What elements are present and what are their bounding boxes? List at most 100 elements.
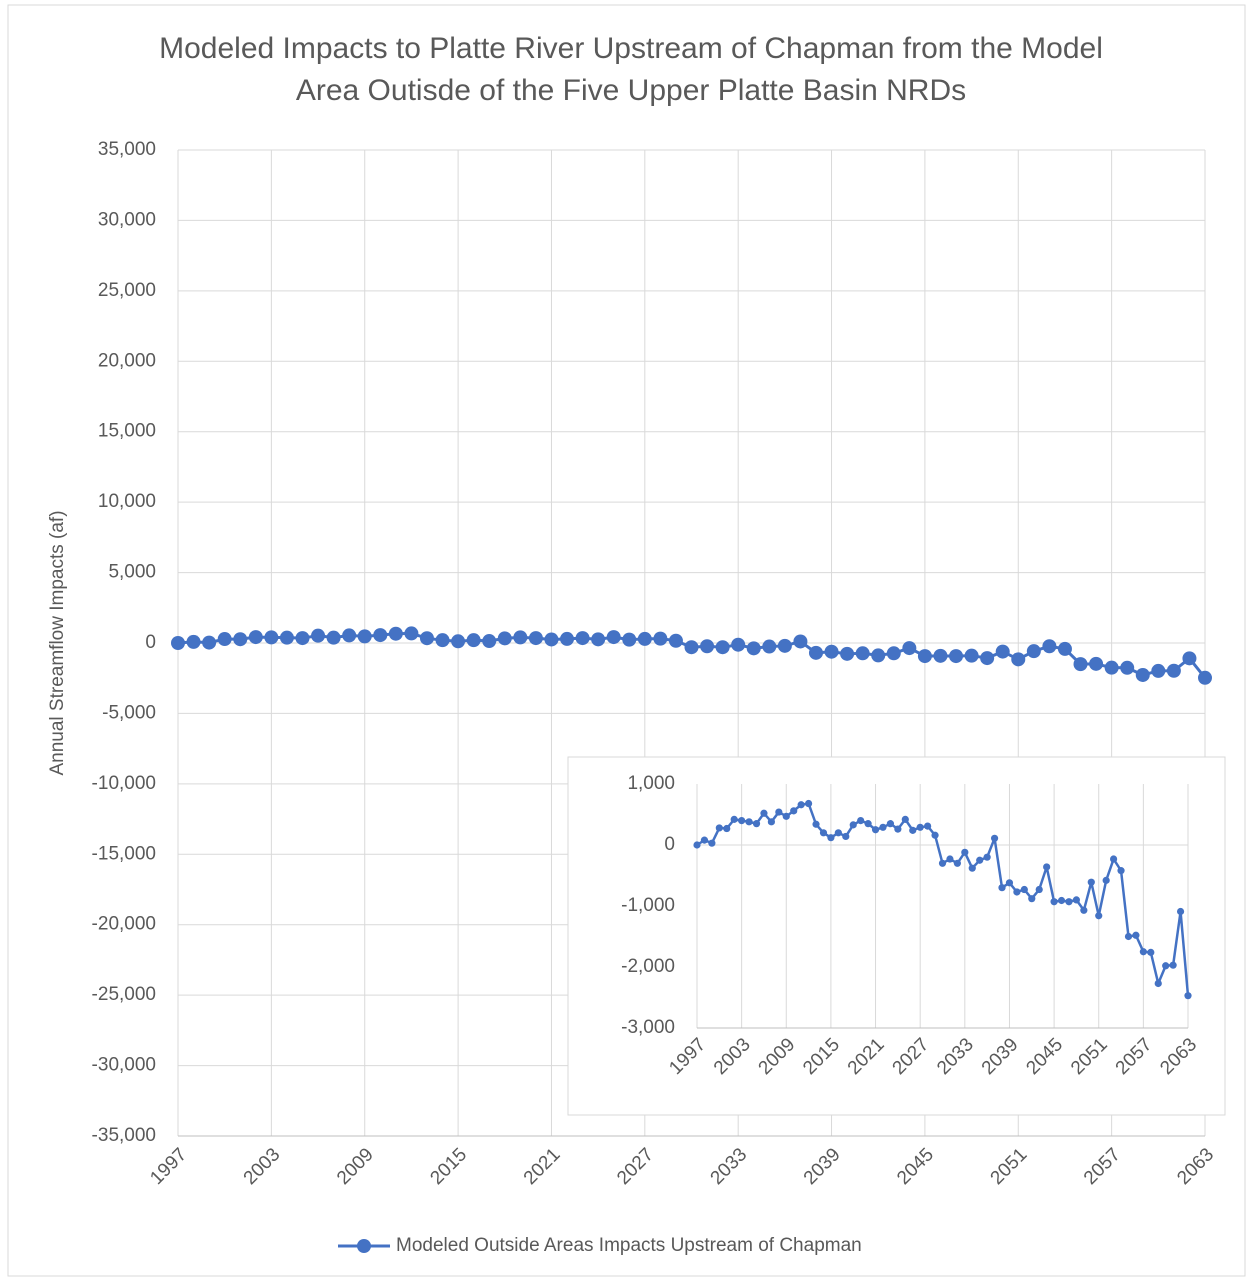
data-point	[1135, 667, 1150, 682]
data-point	[1102, 876, 1110, 884]
data-point	[797, 801, 805, 809]
data-point	[731, 637, 746, 652]
data-point	[217, 632, 232, 647]
data-point	[1166, 663, 1181, 678]
data-point	[804, 799, 813, 808]
data-point	[684, 640, 699, 655]
data-point	[745, 818, 753, 826]
data-point	[879, 823, 887, 831]
data-point	[326, 630, 341, 645]
data-point	[622, 632, 637, 647]
data-point	[968, 864, 976, 872]
data-point	[812, 820, 820, 828]
data-point	[186, 634, 201, 649]
data-point	[466, 633, 481, 648]
data-point	[575, 631, 590, 646]
chart-title: Modeled Impacts to Platte River Upstream…	[159, 32, 1103, 107]
data-point	[990, 834, 999, 842]
y-tick-label: 10,000	[98, 491, 156, 512]
data-point	[404, 626, 419, 641]
data-point	[279, 630, 294, 645]
data-point	[824, 644, 839, 659]
data-point	[653, 631, 668, 646]
data-point	[637, 631, 652, 646]
data-point	[1176, 907, 1185, 916]
data-point	[760, 809, 768, 817]
data-point	[953, 859, 961, 867]
data-point	[560, 631, 575, 646]
data-point	[931, 831, 939, 839]
data-point	[746, 641, 761, 656]
data-point	[730, 815, 738, 823]
data-point	[591, 632, 606, 647]
data-point	[738, 817, 746, 825]
y-tick-label: -1,000	[621, 895, 675, 916]
legend-marker	[357, 1239, 371, 1253]
data-point	[1095, 912, 1103, 920]
data-point	[435, 633, 450, 648]
data-point	[849, 821, 857, 829]
data-point	[1198, 670, 1212, 685]
data-point	[171, 636, 185, 650]
data-point	[202, 635, 217, 650]
y-tick-label: -30,000	[92, 1055, 156, 1076]
data-point	[762, 639, 777, 654]
data-point	[1184, 992, 1192, 1000]
data-point	[871, 648, 886, 663]
data-point	[1011, 652, 1026, 667]
y-tick-label: 15,000	[98, 421, 156, 442]
data-point	[976, 856, 984, 864]
data-point	[544, 632, 559, 647]
data-point	[248, 630, 263, 645]
data-point	[1026, 644, 1041, 659]
data-point	[886, 820, 895, 828]
data-point	[961, 848, 969, 856]
data-point	[1132, 931, 1140, 939]
data-point	[1065, 898, 1073, 906]
data-point	[233, 632, 248, 647]
data-point	[1089, 656, 1104, 671]
data-point	[693, 841, 701, 849]
data-point	[373, 628, 388, 643]
data-point	[767, 818, 775, 826]
y-tick-label: -20,000	[92, 914, 156, 935]
data-point	[723, 824, 731, 833]
data-point	[388, 626, 403, 641]
y-tick-label: -5,000	[102, 702, 156, 723]
legend: Modeled Outside Areas Impacts Upstream o…	[338, 1235, 862, 1256]
data-point	[708, 839, 716, 847]
data-point	[790, 807, 798, 815]
data-point	[1139, 948, 1147, 956]
data-point	[1043, 863, 1051, 871]
data-point	[983, 853, 991, 861]
y-tick-label: -10,000	[92, 773, 156, 794]
data-point	[864, 820, 872, 828]
data-point	[916, 823, 924, 831]
y-tick-label: -15,000	[92, 843, 156, 864]
data-point	[1151, 663, 1166, 678]
data-point	[808, 645, 823, 660]
data-point	[1169, 961, 1177, 969]
data-point	[842, 832, 850, 841]
y-tick-label: -35,000	[92, 1125, 156, 1146]
data-point	[855, 646, 870, 661]
data-point	[834, 829, 842, 837]
data-point	[752, 820, 761, 828]
data-point	[1005, 879, 1014, 887]
data-point	[886, 646, 901, 661]
y-axis-label: Annual Streamflow Impacts (af)	[47, 510, 68, 775]
data-point	[497, 631, 512, 646]
data-point	[311, 628, 326, 643]
data-point	[909, 826, 917, 834]
data-point	[949, 649, 964, 664]
data-point	[1104, 660, 1119, 675]
data-point	[946, 855, 954, 863]
data-point	[1073, 657, 1088, 672]
data-point	[668, 633, 683, 648]
data-point	[419, 631, 434, 646]
data-point	[1057, 641, 1072, 656]
data-point	[1080, 906, 1088, 914]
data-point	[528, 631, 543, 646]
